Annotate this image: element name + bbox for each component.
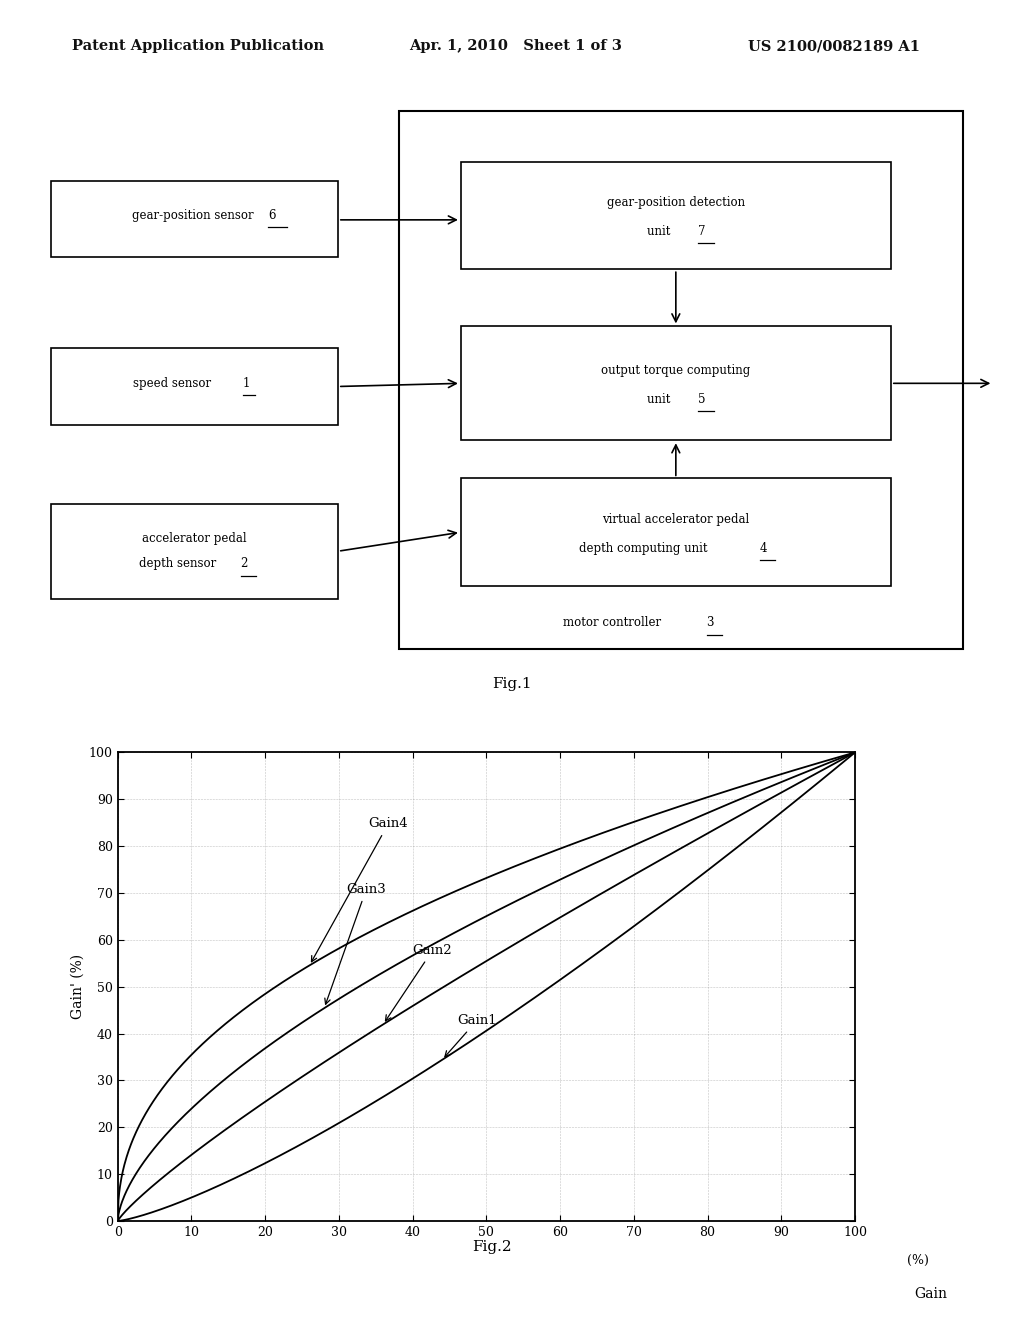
Text: depth sensor: depth sensor [138,557,220,570]
Text: Gain: Gain [914,1287,947,1300]
Text: Gain3: Gain3 [325,883,386,1005]
Text: US 2100/0082189 A1: US 2100/0082189 A1 [748,40,920,53]
Text: unit: unit [647,224,674,238]
Text: 6: 6 [268,209,275,222]
Text: Gain1: Gain1 [444,1014,497,1057]
Bar [51,348,338,425]
Text: Gain4: Gain4 [311,817,408,962]
Text: 5: 5 [698,392,706,405]
Text: speed sensor: speed sensor [133,376,215,389]
Text: gear-position sensor: gear-position sensor [132,209,257,222]
Text: 4: 4 [760,541,767,554]
Text: accelerator pedal: accelerator pedal [142,532,247,545]
Y-axis label: Gain' (%): Gain' (%) [71,954,85,1019]
Text: virtual accelerator pedal: virtual accelerator pedal [602,513,750,527]
Bar [461,326,891,441]
Text: 7: 7 [698,224,706,238]
Text: Patent Application Publication: Patent Application Publication [72,40,324,53]
Text: unit: unit [647,392,674,405]
Text: 3: 3 [707,616,714,630]
Text: Fig.1: Fig.1 [493,677,531,692]
Text: depth computing unit: depth computing unit [579,541,712,554]
Text: gear-position detection: gear-position detection [607,197,744,210]
Bar [399,111,963,649]
Text: Apr. 1, 2010   Sheet 1 of 3: Apr. 1, 2010 Sheet 1 of 3 [410,40,623,53]
Bar [51,181,338,256]
Bar [51,504,338,599]
Text: output torque computing: output torque computing [601,364,751,378]
Text: (%): (%) [906,1254,929,1267]
Text: Gain2: Gain2 [385,944,453,1020]
Text: motor controller: motor controller [563,616,666,630]
Text: 2: 2 [241,557,248,570]
Text: 1: 1 [243,376,250,389]
Bar [461,478,891,586]
Text: Fig.2: Fig.2 [472,1241,511,1254]
Bar [461,161,891,269]
